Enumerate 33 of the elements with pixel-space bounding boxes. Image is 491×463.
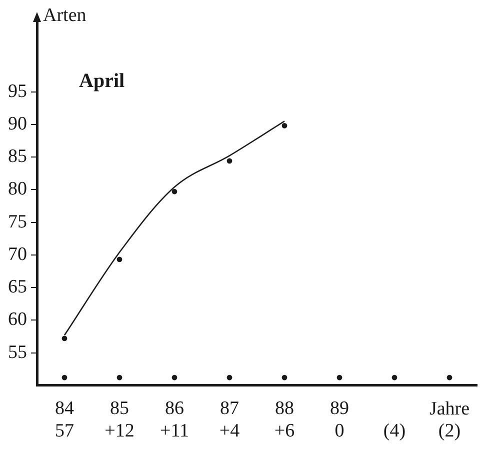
y-tick-label: 65 bbox=[8, 276, 27, 298]
y-tick-label: 70 bbox=[8, 244, 27, 265]
point bbox=[446, 374, 452, 380]
point bbox=[116, 256, 122, 262]
x-tick-label: 88 +6 bbox=[274, 398, 295, 442]
point bbox=[62, 374, 68, 380]
point bbox=[282, 374, 288, 380]
point bbox=[172, 374, 178, 380]
x-tick-label: 84 57 bbox=[55, 398, 74, 442]
point bbox=[62, 336, 68, 342]
point bbox=[116, 374, 122, 380]
y-tick-label: 80 bbox=[8, 178, 27, 200]
x-axis-title: Jahre bbox=[429, 398, 470, 420]
point bbox=[226, 374, 232, 380]
text: April bbox=[79, 70, 125, 92]
x-tick-label: 89 0 bbox=[330, 398, 349, 442]
point bbox=[392, 374, 398, 380]
y-axis-title: Arten bbox=[43, 4, 87, 26]
y-tick-label: 95 bbox=[8, 80, 27, 102]
point bbox=[226, 158, 232, 164]
y-tick-label: 55 bbox=[8, 342, 27, 363]
y-tick-label: 85 bbox=[8, 146, 27, 168]
x-tick-label: (4) bbox=[383, 420, 406, 442]
y-tick-label: 90 bbox=[8, 113, 27, 134]
point bbox=[336, 374, 342, 380]
point bbox=[282, 123, 288, 128]
point bbox=[172, 188, 178, 194]
y-tick-label: 60 bbox=[8, 309, 27, 330]
x-tick-label: 85 +12 bbox=[104, 398, 134, 442]
x-tick-label: 86 +11 bbox=[160, 398, 190, 442]
x-tick-label: 87 +4 bbox=[219, 398, 240, 442]
y-tick-label: 75 bbox=[8, 211, 27, 232]
x-tick-label: (2) bbox=[438, 420, 461, 442]
